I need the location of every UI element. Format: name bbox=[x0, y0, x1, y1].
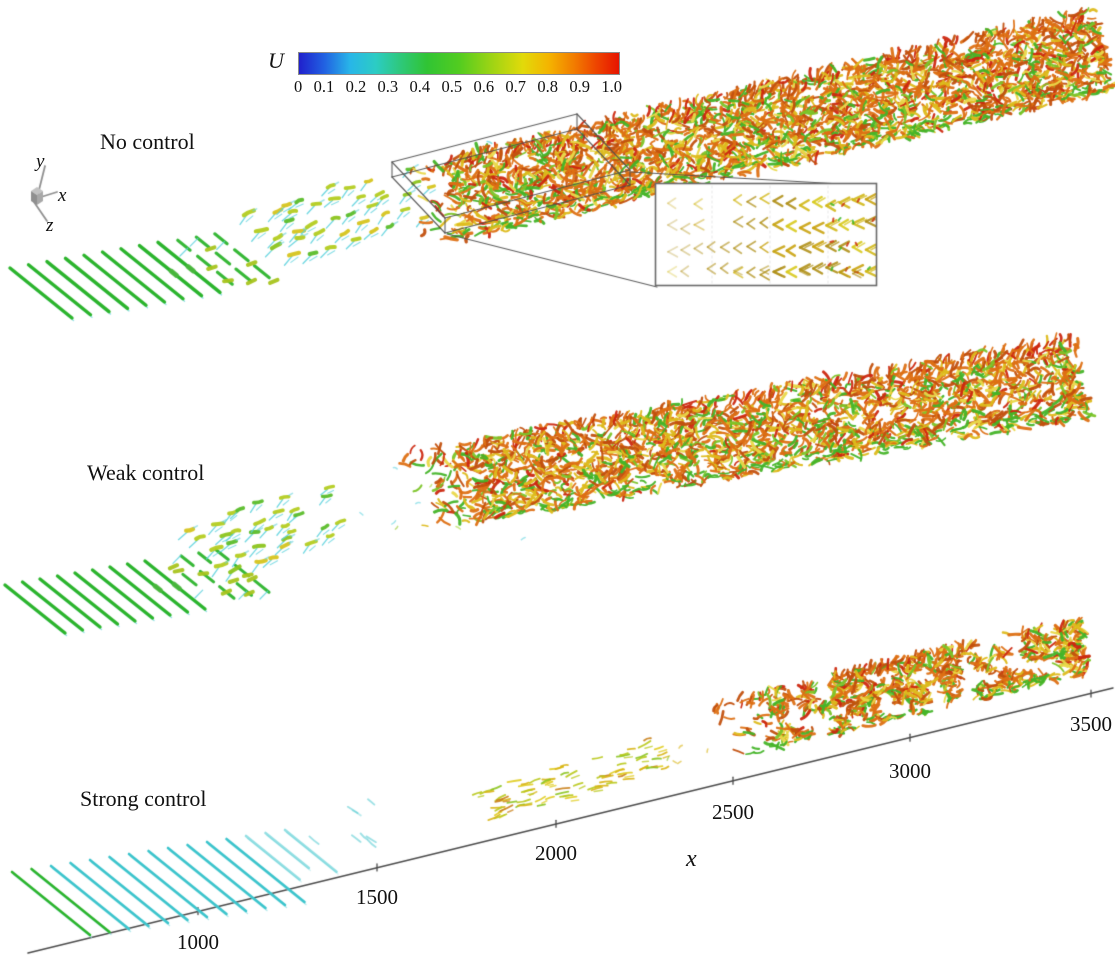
colorbar-tick: 0.3 bbox=[377, 77, 399, 96]
colorbar-ticks: 0 0.1 0.2 0.3 0.4 0.5 0.6 0.7 0.8 0.9 1.… bbox=[294, 77, 622, 97]
colorbar-tick: 0.6 bbox=[473, 77, 495, 96]
panel-label-strong-control: Strong control bbox=[80, 786, 207, 811]
triad-y-label: y bbox=[36, 151, 45, 172]
triad-x-label: x bbox=[58, 185, 67, 206]
x-tick-2000: 2000 bbox=[535, 841, 577, 865]
colorbar-tick: 0.2 bbox=[345, 77, 367, 96]
colorbar-tick: 0.9 bbox=[569, 77, 590, 96]
x-tick-3500: 3500 bbox=[1070, 712, 1112, 736]
colorbar-tick: 0.1 bbox=[313, 77, 335, 96]
colorbar-tick: 0.7 bbox=[505, 77, 527, 96]
x-tick-1000: 1000 bbox=[177, 930, 219, 954]
colorbar-tick: 0.5 bbox=[441, 77, 463, 96]
x-tick-2500: 2500 bbox=[712, 800, 754, 824]
colorbar-tick: 1.0 bbox=[601, 77, 622, 96]
colorbar-tick: 0 bbox=[294, 77, 303, 96]
x-tick-1500: 1500 bbox=[356, 885, 398, 909]
x-axis-title: x bbox=[686, 846, 697, 872]
colorbar-label: U bbox=[268, 48, 284, 73]
colorbar-gradient bbox=[298, 52, 620, 75]
colorbar-tick: 0.8 bbox=[537, 77, 558, 96]
triad-z-label: z bbox=[46, 215, 54, 236]
colorbar-tick: 0.4 bbox=[409, 77, 431, 96]
panel-label-weak-control: Weak control bbox=[87, 460, 205, 485]
x-tick-3000: 3000 bbox=[889, 759, 931, 783]
panel-label-no-control: No control bbox=[100, 129, 195, 154]
